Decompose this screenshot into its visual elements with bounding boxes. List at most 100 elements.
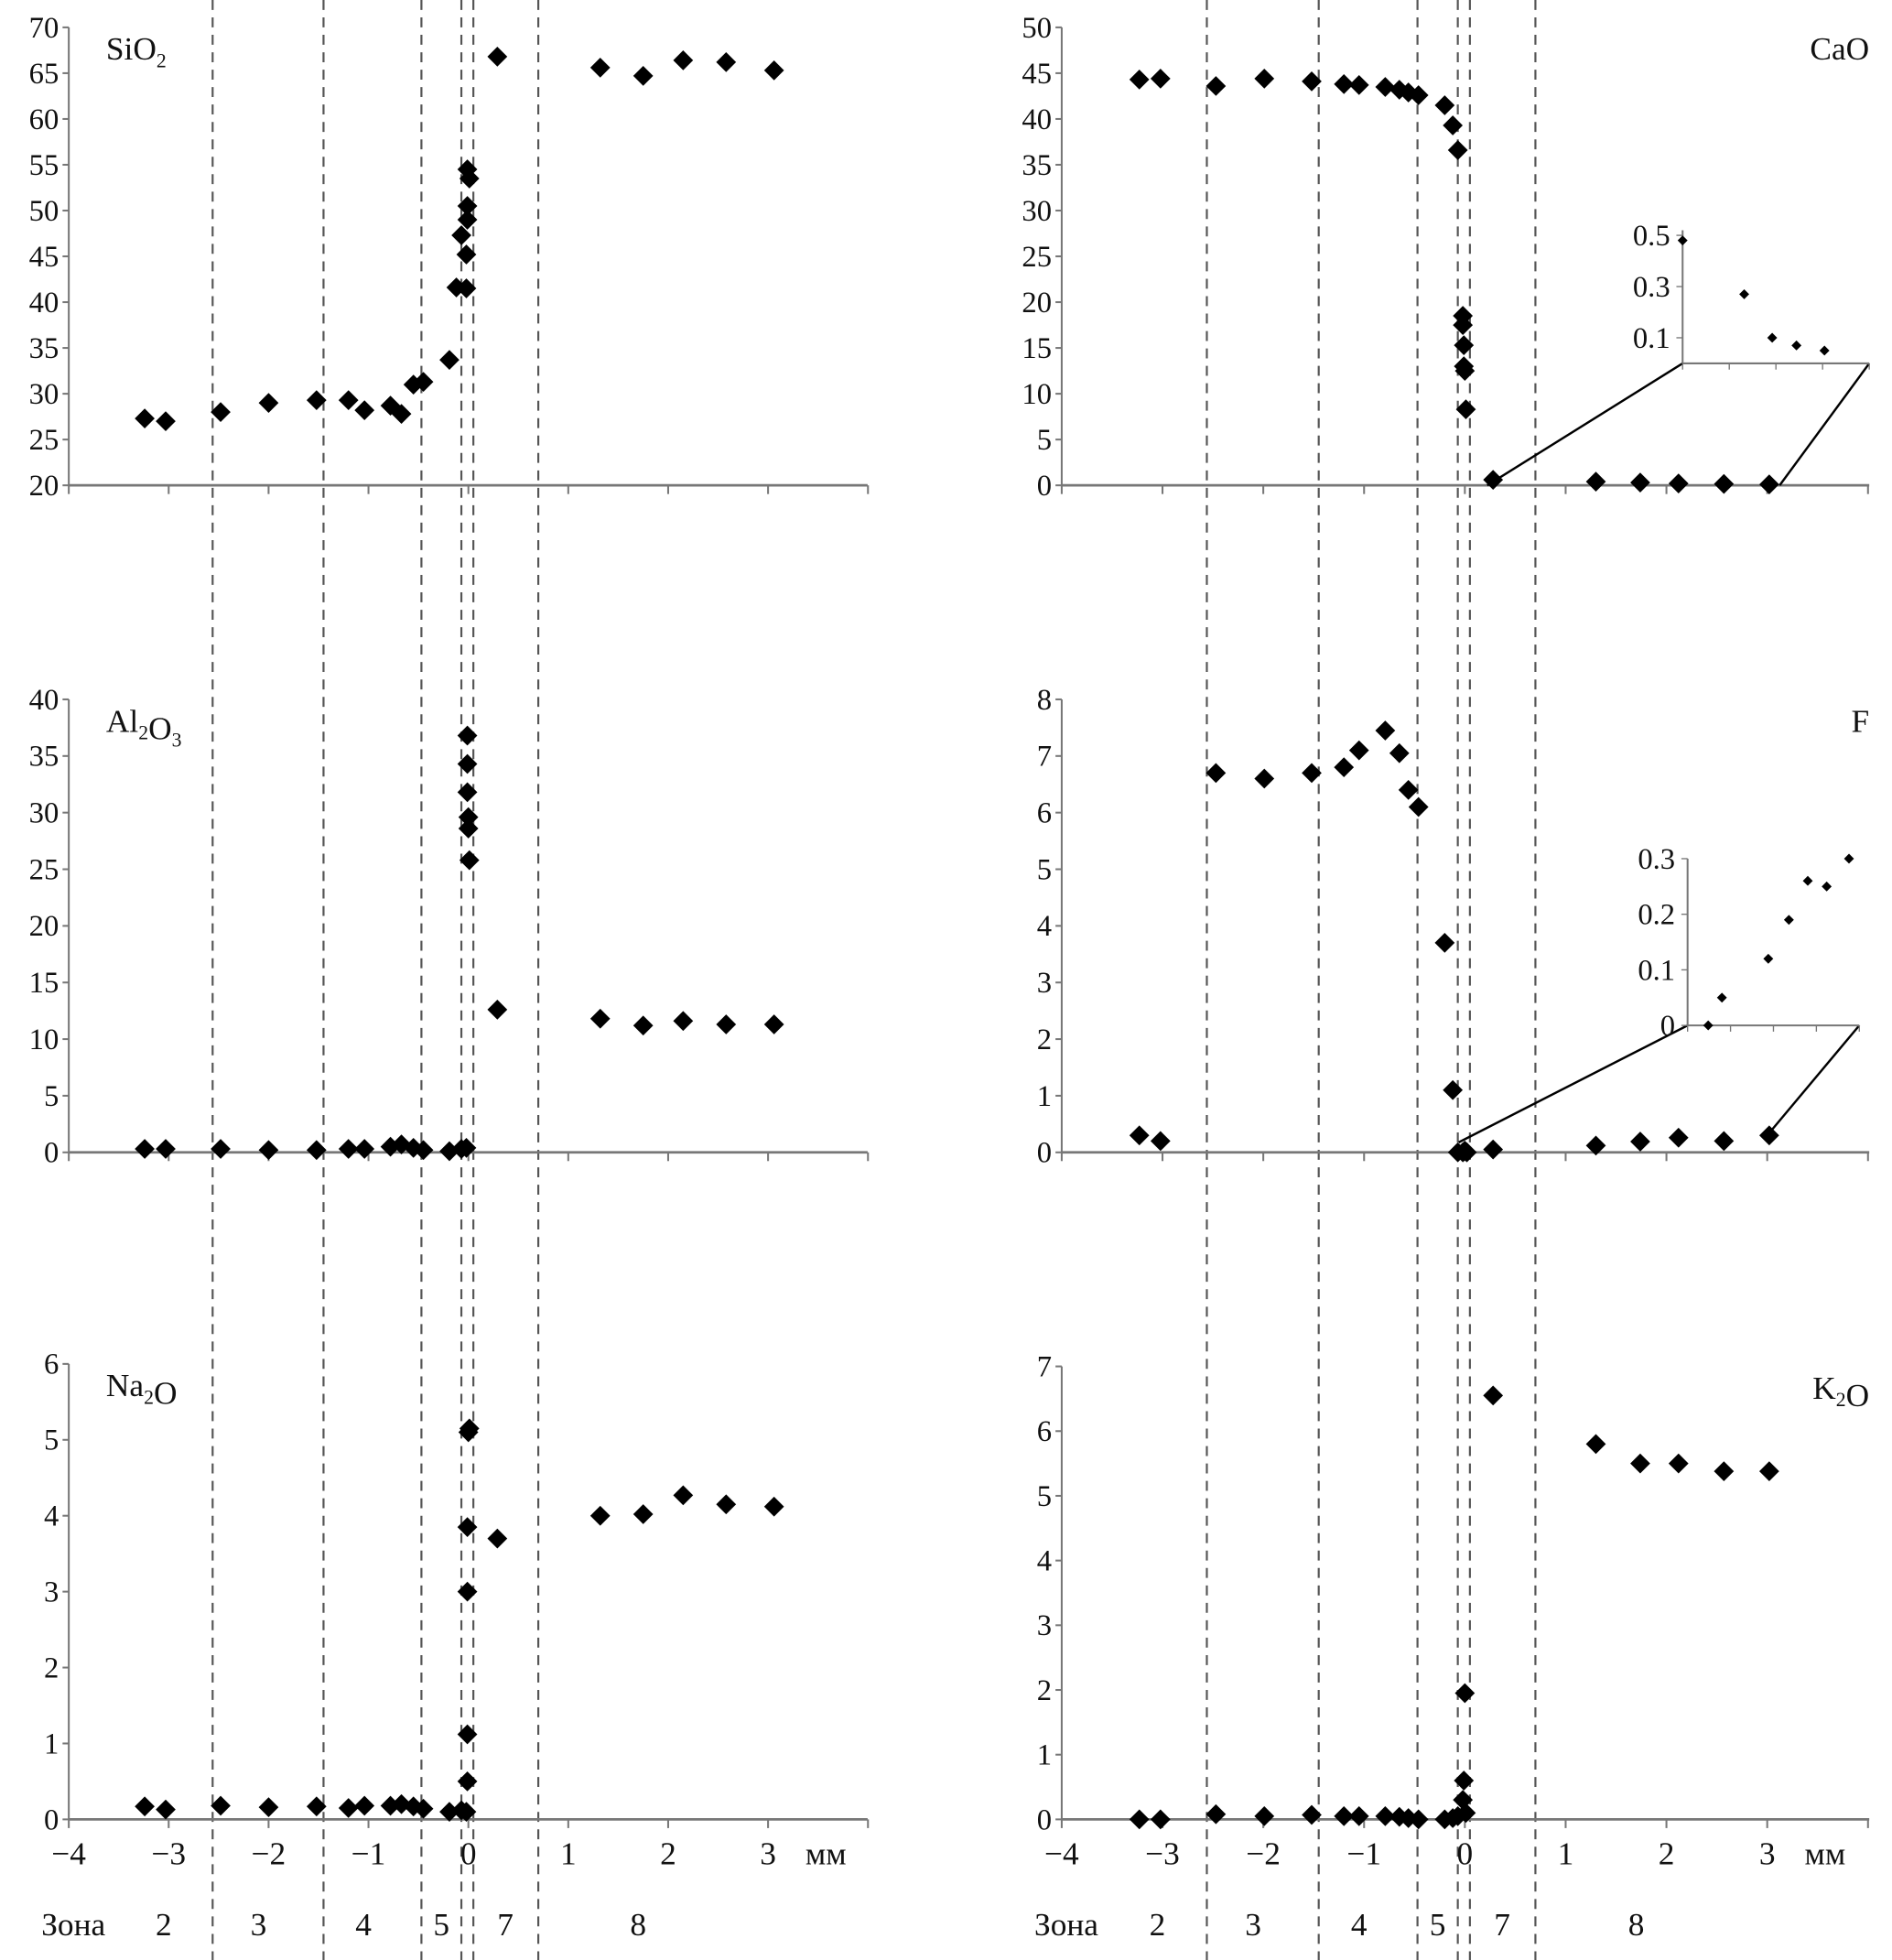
y-tick-label: 6: [1037, 1415, 1052, 1448]
data-point: [1408, 85, 1429, 105]
data-point: [589, 1008, 611, 1029]
data-point: [1254, 69, 1275, 89]
data-point: [1454, 1683, 1476, 1704]
data-point: [439, 1802, 459, 1822]
y-tick-label: 60: [29, 103, 59, 136]
inset-data-point: [1791, 340, 1802, 351]
y-tick-label: 35: [29, 741, 59, 774]
panel-alo: 0 5 10 15 20 25 30 35 40 Al2O3: [29, 684, 870, 1170]
y-tick-label: 7: [1037, 741, 1052, 774]
y-tick-label: 5: [1037, 1480, 1052, 1513]
y-tick-label: 8: [1037, 684, 1052, 717]
y-tick-label: 5: [1037, 424, 1052, 457]
inset-data-point: [1763, 953, 1774, 964]
data-point: [716, 1494, 737, 1515]
y-tick-label: 20: [1022, 287, 1052, 319]
data-point: [1398, 780, 1419, 800]
data-point: [1205, 76, 1227, 96]
panel-nao: 0 1 2 3 4 5 6 Na2O −4 −3 −2 −1 0 1 2 3 мм Зона 2 3 4 5 7 8: [41, 1348, 870, 1943]
data-point: [1254, 768, 1275, 789]
data-point: [1334, 757, 1355, 778]
panel-cao: 0 5 10 15 20 25 30 35 40 45 50 CaO 0.1 0.3 0.5: [1022, 12, 1871, 503]
data-point: [413, 1140, 434, 1161]
data-point: [457, 1517, 478, 1538]
data-point: [1714, 1131, 1735, 1152]
data-point: [1334, 1805, 1355, 1826]
data-point: [1714, 473, 1735, 494]
y-tick-label: 6: [44, 1348, 59, 1381]
data-point: [258, 1140, 279, 1161]
y-tick-label: 40: [29, 684, 59, 717]
panel-title: Na2O: [106, 1368, 178, 1411]
y-tick-label: 6: [1037, 797, 1052, 830]
data-point: [1447, 140, 1468, 160]
inset-data-point: [1819, 345, 1830, 356]
zone-name: 3: [1245, 1907, 1261, 1943]
data-point: [391, 404, 412, 424]
data-point: [459, 850, 480, 871]
data-point: [258, 1797, 279, 1817]
zone-label: Зона: [41, 1907, 105, 1943]
data-point: [1483, 1385, 1504, 1406]
x-tick-label: 2: [660, 1835, 676, 1871]
data-point: [673, 1011, 694, 1032]
panel-f: 0 1 2 3 4 5 6 7 8 F 0 0.1 0.2 0.3: [1037, 684, 1869, 1170]
x-tick-label: −3: [151, 1835, 186, 1871]
inset-data-point: [1739, 288, 1749, 299]
data-point: [1585, 471, 1606, 493]
x-tick-label: −1: [1346, 1835, 1381, 1871]
data-point: [156, 411, 176, 431]
data-point: [1389, 742, 1410, 763]
y-tick-label: 5: [44, 1424, 59, 1457]
data-point: [1375, 720, 1396, 741]
data-point: [156, 1799, 176, 1820]
panel-title: Al2O3: [106, 703, 182, 751]
data-point: [589, 1505, 611, 1526]
y-tick-label: 15: [1022, 332, 1052, 365]
data-point: [1375, 1805, 1396, 1826]
inset-connector-line: [1778, 363, 1871, 486]
data-point: [306, 1796, 327, 1817]
x-tick-label: 0: [460, 1835, 477, 1871]
x-tick-label: −3: [1145, 1835, 1180, 1871]
inset-connector-line: [1768, 1024, 1861, 1133]
x-unit-label: мм: [805, 1835, 847, 1871]
inset-y-tick-label: 0.1: [1638, 954, 1675, 987]
y-tick-label: 25: [1022, 241, 1052, 274]
data-point: [1630, 1453, 1650, 1474]
data-point: [763, 1496, 784, 1517]
data-point: [1348, 75, 1369, 95]
y-tick-label: 50: [29, 195, 59, 228]
y-tick-label: 0: [1037, 470, 1052, 503]
y-tick-label: 55: [29, 149, 59, 182]
data-point: [1150, 1131, 1171, 1152]
inset-y-tick-label: 0.3: [1633, 271, 1670, 304]
inset-y-tick-label: 0.3: [1638, 843, 1675, 876]
data-point: [1129, 1125, 1150, 1146]
zone-label: Зона: [1034, 1907, 1098, 1943]
data-point: [1630, 1132, 1650, 1152]
data-point: [1375, 77, 1396, 97]
y-tick-label: 1: [1037, 1739, 1052, 1772]
inset-data-point: [1703, 1020, 1714, 1031]
data-point: [457, 1771, 478, 1792]
y-tick-label: 0: [44, 1137, 59, 1170]
zone-name: 2: [1150, 1907, 1166, 1943]
panel-title: SiO2: [106, 31, 167, 71]
data-point: [763, 1014, 784, 1034]
y-tick-label: 2: [44, 1651, 59, 1684]
data-point: [1455, 399, 1476, 419]
data-point: [439, 350, 459, 370]
inset-data-point: [1843, 853, 1854, 864]
data-point: [1630, 472, 1650, 493]
inset-data-point: [1767, 332, 1778, 343]
data-point: [135, 408, 155, 428]
data-point: [632, 66, 654, 86]
data-point: [258, 393, 279, 413]
y-tick-label: 25: [29, 853, 59, 886]
data-point: [457, 725, 478, 746]
zone-name: 8: [630, 1907, 646, 1943]
data-point: [1348, 740, 1369, 761]
data-point: [1434, 95, 1455, 115]
